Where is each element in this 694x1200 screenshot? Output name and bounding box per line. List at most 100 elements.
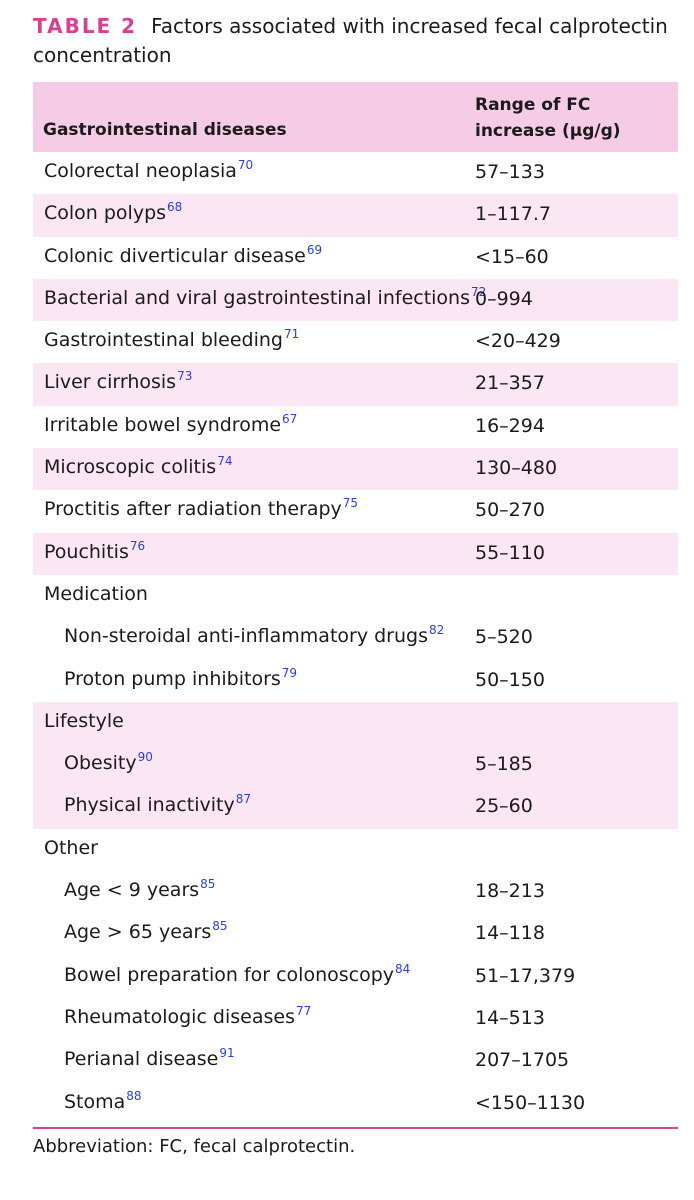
factor-name: Medication (44, 583, 148, 605)
table-row: Age < 9 years85 18–213 (33, 871, 678, 913)
factor-name-text: Other (44, 836, 98, 859)
factor-name: Physical inactivity87 (64, 792, 251, 817)
factor-name: Liver cirrhosis73 (44, 369, 193, 394)
factor-name-text: Irritable bowel syndrome (44, 413, 282, 436)
table-header: Gastrointestinal diseases Range of FC in… (33, 82, 678, 152)
table-caption: TABLE 2 Factors associated with increased… (33, 12, 673, 70)
fc-range: 16–294 (475, 414, 545, 437)
factor-name-text: Non-steroidal anti-inflammatory drugs (64, 625, 428, 648)
table-row: Liver cirrhosis73 21–357 (33, 363, 678, 406)
factor-name: Rheumatologic diseases77 (64, 1003, 312, 1028)
table-row: Stoma88 <150–1130 (33, 1083, 678, 1125)
table-row: Obesity90 5–185 (33, 744, 678, 787)
fc-range: 5–520 (475, 626, 533, 649)
reference-link[interactable]: 71 (283, 327, 300, 342)
reference-link[interactable]: 70 (237, 158, 254, 172)
table-footnote: Abbreviation: FC, fecal calprotectin. (33, 1136, 356, 1157)
reference-link[interactable]: 74 (217, 454, 233, 469)
factor-name-text: Medication (44, 582, 148, 605)
factors-table: Gastrointestinal diseases Range of FC in… (33, 82, 678, 1129)
factor-name: Microscopic colitis74 (44, 454, 233, 479)
factor-name: Pouchitis76 (44, 538, 146, 563)
factor-name: Gastrointestinal bleeding71 (44, 327, 300, 352)
factor-name: Colonic diverticular disease69 (44, 242, 323, 267)
fc-range: 21–357 (475, 372, 545, 395)
reference-link[interactable]: 68 (167, 200, 183, 215)
factor-name-text: Bacterial and viral gastrointestinal inf… (44, 286, 470, 309)
factor-name: Colorectal neoplasia70 (44, 158, 254, 182)
factor-name: Bacterial and viral gastrointestinal inf… (44, 284, 487, 309)
factor-name-text: Liver cirrhosis (44, 371, 177, 394)
table-row: Other (33, 829, 678, 871)
fc-range: 25–60 (475, 795, 533, 818)
table-row: Medication (33, 575, 678, 617)
table-caption-text: Factors associated with increased fecal … (33, 14, 668, 67)
factor-name-text: Pouchitis (44, 540, 129, 563)
table-row: Bacterial and viral gastrointestinal inf… (33, 278, 678, 322)
factor-name: Non-steroidal anti-inflammatory drugs82 (64, 623, 445, 648)
factor-name-text: Colon polyps (44, 202, 167, 225)
fc-range: 18–213 (475, 880, 545, 903)
factor-name: Bowel preparation for colonoscopy84 (64, 961, 411, 986)
reference-link[interactable]: 77 (296, 1003, 312, 1018)
table-row: Bowel preparation for colonoscopy84 51–17… (33, 956, 678, 998)
reference-link[interactable]: 90 (137, 750, 153, 765)
table-row: Pouchitis76 55–110 (33, 532, 678, 575)
factor-name: Proton pump inhibitors79 (64, 665, 298, 690)
reference-link[interactable]: 82 (429, 623, 445, 638)
factor-name-text: Physical inactivity (64, 794, 235, 817)
factor-name: Lifestyle (44, 710, 124, 732)
table-row: Gastrointestinal bleeding71 <20–429 (33, 321, 678, 363)
table-row: Colorectal neoplasia70 57–133 (33, 152, 678, 194)
reference-link[interactable]: 88 (126, 1088, 142, 1103)
factor-name: Proctitis after radiation therapy75 (44, 496, 359, 521)
fc-range: 55–110 (475, 541, 545, 564)
table-label: TABLE 2 (33, 14, 138, 38)
table-bottom-rule (33, 1126, 678, 1129)
reference-link[interactable]: 84 (395, 961, 411, 976)
table-row: Rheumatologic diseases77 14–513 (33, 998, 678, 1040)
factor-name-text: Lifestyle (44, 709, 124, 732)
factor-name-text: Colonic diverticular disease (44, 244, 306, 267)
factor-name: Other (44, 837, 98, 859)
reference-link[interactable]: 73 (177, 369, 193, 384)
table-row: Non-steroidal anti-inflammatory drugs82 5… (33, 617, 678, 659)
table-row: Irritable bowel syndrome67 16–294 (33, 406, 678, 448)
table-row: Lifestyle (33, 701, 678, 745)
reference-link[interactable]: 91 (219, 1046, 235, 1061)
fc-range: <15–60 (475, 245, 549, 268)
reference-link[interactable]: 69 (306, 242, 323, 257)
table-row: Colonic diverticular disease69 <15–60 (33, 237, 678, 279)
factor-name-text: Proctitis after radiation therapy (44, 498, 342, 521)
fc-range: 50–270 (475, 499, 545, 522)
reference-link[interactable]: 72 (471, 284, 487, 299)
table-row: Microscopic colitis74 130–480 (33, 448, 678, 491)
fc-range: 57–133 (475, 161, 545, 183)
factor-name: Irritable bowel syndrome67 (44, 411, 298, 436)
factor-name-text: Obesity (64, 752, 137, 775)
reference-link[interactable]: 75 (342, 496, 359, 511)
factor-name: Obesity90 (64, 750, 153, 775)
fc-range: 14–118 (475, 922, 545, 945)
factor-name-text: Stoma (64, 1090, 126, 1113)
reference-link[interactable]: 76 (129, 538, 146, 553)
reference-link[interactable]: 67 (282, 411, 298, 426)
reference-link[interactable]: 87 (235, 792, 251, 807)
table-row: Colon polyps68 1–117.7 (33, 194, 678, 237)
fc-range: <20–429 (475, 330, 561, 353)
reference-link[interactable]: 79 (281, 665, 298, 680)
factor-name-text: Rheumatologic diseases (64, 1005, 295, 1028)
factor-name: Age > 65 years85 (64, 919, 228, 943)
table-row: Proctitis after radiation therapy75 50–27… (33, 490, 678, 532)
factor-name-text: Age < 9 years (64, 879, 200, 902)
reference-link[interactable]: 85 (212, 919, 228, 934)
reference-link[interactable]: 85 (200, 877, 216, 892)
table-row: Age > 65 years85 14–118 (33, 913, 678, 955)
factor-name-text: Microscopic colitis (44, 456, 217, 479)
column-header-range: Range of FC increase (μg/g) (475, 95, 621, 141)
factor-name-text: Colorectal neoplasia (44, 160, 237, 182)
table-row: Proton pump inhibitors79 50–150 (33, 660, 678, 702)
factor-name-text: Gastrointestinal bleeding (44, 329, 283, 352)
fc-range: 51–17,379 (475, 964, 576, 987)
factor-name: Age < 9 years85 (64, 877, 216, 902)
